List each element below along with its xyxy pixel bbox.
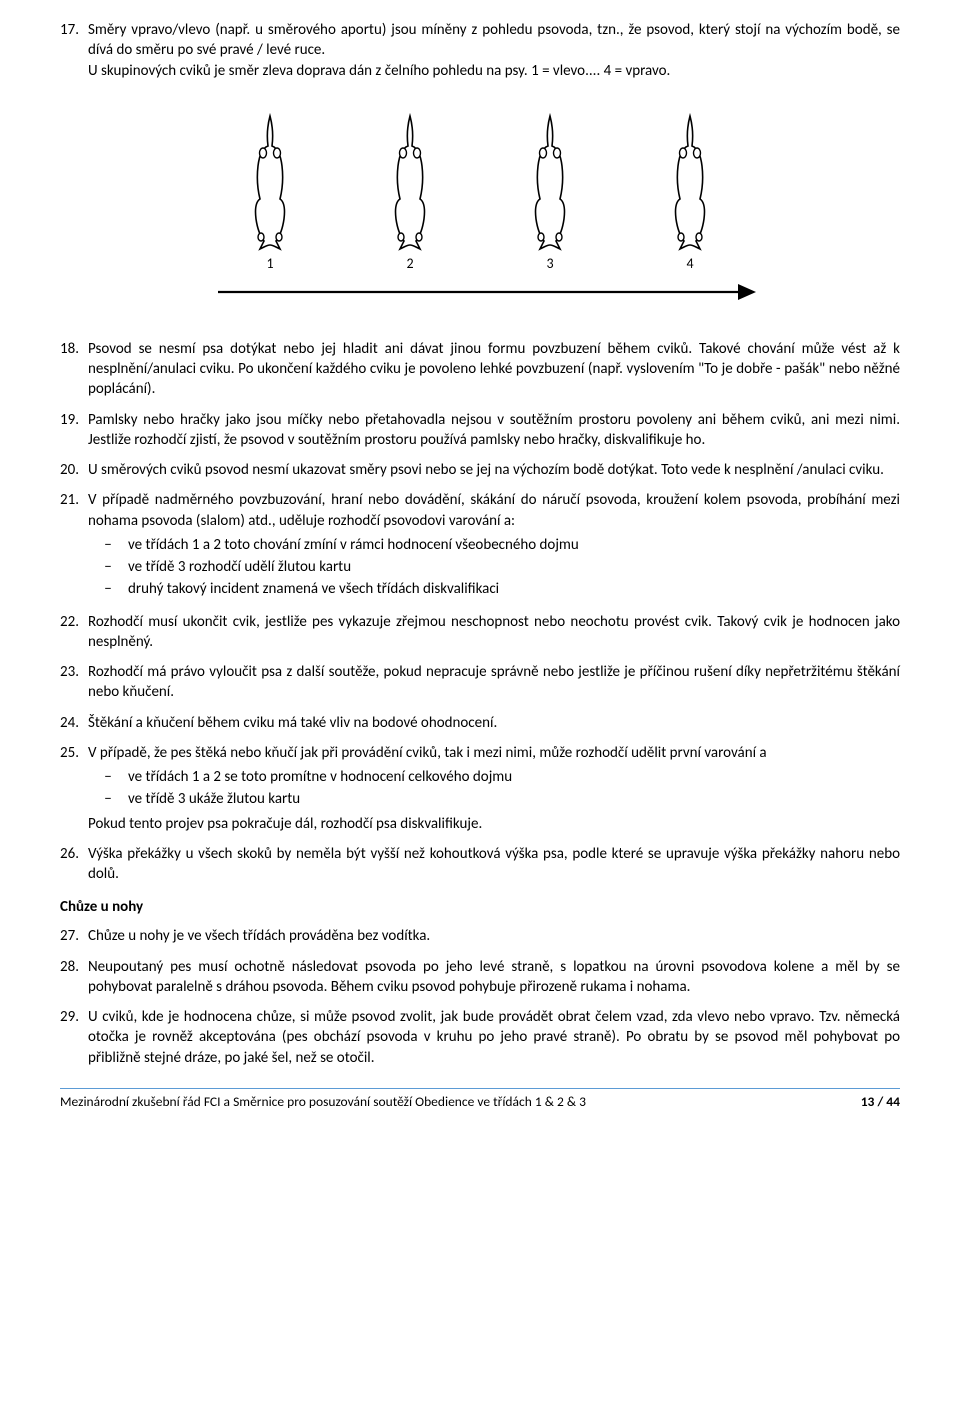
sub-item: −ve třídě 3 rozhodčí udělí žlutou kartu xyxy=(88,557,900,577)
list-item: 27. Chůze u nohy je ve všech třídách pro… xyxy=(60,926,900,946)
sublist: −ve třídách 1 a 2 se toto promítne v hod… xyxy=(88,767,900,810)
item-text: Pamlsky nebo hračky jako jsou míčky nebo… xyxy=(88,410,900,451)
dog-icon xyxy=(520,111,580,251)
list-item: 28. Neupoutaný pes musí ochotně následov… xyxy=(60,957,900,998)
item-number: 25. xyxy=(60,743,88,834)
sub-item: −druhý takový incident znamená ve všech … xyxy=(88,579,900,599)
sublist: −ve třídách 1 a 2 toto chování zmíní v r… xyxy=(88,535,900,600)
item-text-p1: Směry vpravo/vlevo (např. u směrového ap… xyxy=(88,21,900,59)
item-text-lead: V případě nadměrného povzbuzování, hraní… xyxy=(88,491,900,529)
dog-label: 3 xyxy=(546,255,553,272)
item-text: Výška překážky u všech skoků by neměla b… xyxy=(88,844,900,885)
sub-item: −ve třídě 3 ukáže žlutou kartu xyxy=(88,789,900,809)
item-number: 27. xyxy=(60,926,88,946)
list-item: 21. V případě nadměrného povzbuzování, h… xyxy=(60,490,900,601)
dog-col-3: 3 xyxy=(510,111,590,272)
item-number: 28. xyxy=(60,957,88,998)
sub-item: −ve třídách 1 a 2 se toto promítne v hod… xyxy=(88,767,900,787)
item-text: V případě, že pes štěká nebo kňučí jak p… xyxy=(88,743,900,834)
dash-icon: − xyxy=(88,557,128,577)
item-text: Neupoutaný pes musí ochotně následovat p… xyxy=(88,957,900,998)
item-text: Štěkání a kňučení během cviku má také vl… xyxy=(88,713,900,733)
item-text: U cviků, kde je hodnocena chůze, si může… xyxy=(88,1007,900,1068)
list-item: 24. Štěkání a kňučení během cviku má tak… xyxy=(60,713,900,733)
list-item: 23. Rozhodčí má právo vyloučit psa z dal… xyxy=(60,662,900,703)
item-text: V případě nadměrného povzbuzování, hraní… xyxy=(88,490,900,601)
list-item: 20. U směrových cviků psovod nesmí ukazo… xyxy=(60,460,900,480)
list-item: 29. U cviků, kde je hodnocena chůze, si … xyxy=(60,1007,900,1068)
item-number: 24. xyxy=(60,713,88,733)
item-number: 17. xyxy=(60,20,88,81)
dog-icon xyxy=(660,111,720,251)
sub-text: ve třídě 3 ukáže žlutou kartu xyxy=(128,789,300,809)
item-text-post: Pokud tento projev psa pokračuje dál, ro… xyxy=(88,814,900,834)
item-number: 26. xyxy=(60,844,88,885)
item-number: 18. xyxy=(60,339,88,400)
dog-label: 2 xyxy=(406,255,413,272)
item-text: U směrových cviků psovod nesmí ukazovat … xyxy=(88,460,900,480)
dog-col-4: 4 xyxy=(650,111,730,272)
item-number: 29. xyxy=(60,1007,88,1068)
dog-col-2: 2 xyxy=(370,111,450,272)
list-item: 22. Rozhodčí musí ukončit cvik, jestliže… xyxy=(60,612,900,653)
dash-icon: − xyxy=(88,535,128,555)
dash-icon: − xyxy=(88,789,128,809)
item-number: 19. xyxy=(60,410,88,451)
list-item: 18. Psovod se nesmí psa dotýkat nebo jej… xyxy=(60,339,900,400)
footer-page: 13 / 44 xyxy=(861,1093,900,1110)
footer-right: 13 / 44 xyxy=(861,1093,900,1110)
item-text: Rozhodčí musí ukončit cvik, jestliže pes… xyxy=(88,612,900,653)
dog-icon xyxy=(240,111,300,251)
dash-icon: − xyxy=(88,767,128,787)
item-text-lead: V případě, že pes štěká nebo kňučí jak p… xyxy=(88,744,767,762)
dash-icon: − xyxy=(88,579,128,599)
arrow-icon xyxy=(200,280,760,304)
list-item: 25. V případě, že pes štěká nebo kňučí j… xyxy=(60,743,900,834)
dog-icon xyxy=(380,111,440,251)
dogs-row: 1 2 3 xyxy=(200,111,760,272)
item-number: 22. xyxy=(60,612,88,653)
item-text: Rozhodčí má právo vyloučit psa z další s… xyxy=(88,662,900,703)
list-item: 19. Pamlsky nebo hračky jako jsou míčky … xyxy=(60,410,900,451)
sub-text: ve třídě 3 rozhodčí udělí žlutou kartu xyxy=(128,557,351,577)
sub-text: ve třídách 1 a 2 toto chování zmíní v rá… xyxy=(128,535,579,555)
page-footer: Mezinárodní zkušební řád FCI a Směrnice … xyxy=(60,1089,900,1110)
arrow xyxy=(200,280,760,309)
sub-item: −ve třídách 1 a 2 toto chování zmíní v r… xyxy=(88,535,900,555)
dog-label: 1 xyxy=(266,255,273,272)
sub-text: ve třídách 1 a 2 se toto promítne v hodn… xyxy=(128,767,512,787)
dog-col-1: 1 xyxy=(230,111,310,272)
item-text: Směry vpravo/vlevo (např. u směrového ap… xyxy=(88,20,900,81)
section-heading: Chůze u nohy xyxy=(60,898,900,916)
item-text-p2: U skupinových cviků je směr zleva doprav… xyxy=(88,62,670,80)
dog-label: 4 xyxy=(686,255,693,272)
list-item: 17. Směry vpravo/vlevo (např. u směrovéh… xyxy=(60,20,900,81)
item-text: Chůze u nohy je ve všech třídách provádě… xyxy=(88,926,900,946)
item-number: 23. xyxy=(60,662,88,703)
dogs-diagram: 1 2 3 xyxy=(200,111,760,309)
footer-left: Mezinárodní zkušební řád FCI a Směrnice … xyxy=(60,1093,586,1110)
item-number: 21. xyxy=(60,490,88,601)
sub-text: druhý takový incident znamená ve všech t… xyxy=(128,579,499,599)
item-text: Psovod se nesmí psa dotýkat nebo jej hla… xyxy=(88,339,900,400)
list-item: 26. Výška překážky u všech skoků by nemě… xyxy=(60,844,900,885)
item-number: 20. xyxy=(60,460,88,480)
page: 17. Směry vpravo/vlevo (např. u směrovéh… xyxy=(0,0,960,1130)
